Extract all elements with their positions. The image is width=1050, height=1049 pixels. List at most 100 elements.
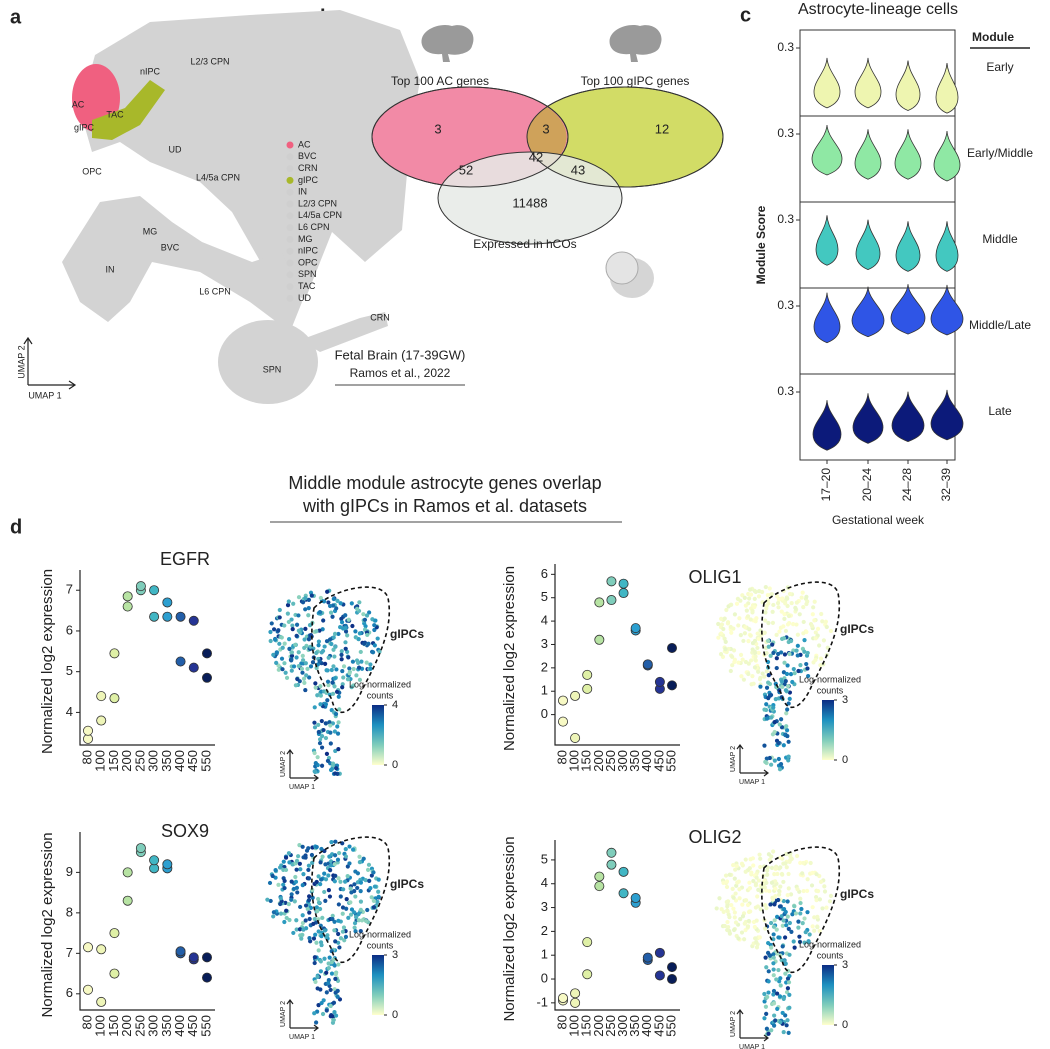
inset-cell: [372, 643, 377, 648]
inset-cell: [780, 1010, 785, 1016]
inset-cell: [785, 596, 790, 601]
venn-outline: [371, 86, 569, 188]
inset-cell: [310, 860, 315, 865]
inset-cell: [322, 928, 327, 933]
umap-cluster: [156, 230, 168, 242]
inset-cell: [812, 618, 817, 623]
inset-cell: [738, 652, 744, 657]
inset-cell: [827, 899, 833, 904]
inset-cell: [355, 885, 360, 891]
inset-cell: [766, 1031, 771, 1036]
inset-cell: [784, 851, 789, 857]
inset-cell: [802, 649, 807, 654]
inset-cell: [810, 905, 815, 910]
inset-cell: [299, 666, 305, 671]
inset-cell: [742, 595, 747, 600]
inset-cell: [760, 671, 765, 676]
inset-cell: [717, 896, 722, 901]
data-point: [201, 952, 212, 963]
inset-cell: [776, 967, 781, 973]
inset-cell: [286, 901, 291, 907]
inset-cell: [314, 1020, 319, 1025]
inset-cell: [283, 855, 289, 860]
inset-cell: [786, 1030, 791, 1035]
inset-cell: [316, 948, 321, 953]
inset-cell: [769, 920, 774, 926]
data-point: [122, 867, 133, 878]
inset-cell: [306, 863, 311, 868]
inset-cell: [785, 986, 791, 991]
inset-cell: [324, 970, 329, 975]
inset-cell: [294, 633, 299, 638]
inset-cell: [336, 631, 341, 637]
inset-cell: [327, 894, 333, 899]
inset-cell: [801, 619, 806, 625]
inset-cell: [801, 888, 806, 894]
inset-cell: [329, 667, 334, 673]
inset-cell: [280, 645, 285, 650]
inset-cell: [751, 681, 756, 686]
x-tick-label: 100: [567, 750, 582, 772]
x-tick-label: 80: [79, 750, 94, 764]
inset-cell: [307, 894, 312, 899]
inset-cell: [774, 977, 779, 982]
inset-cell: [769, 880, 775, 885]
inset-cell: [296, 628, 301, 633]
data-point: [582, 969, 593, 980]
inset-cell: [773, 866, 779, 871]
inset-cell: [299, 936, 304, 941]
inset-cell: [336, 694, 341, 699]
colorbar-tick-label: 0: [842, 754, 848, 766]
legend-label: gIPC: [298, 175, 319, 185]
inset-cell: [823, 619, 828, 624]
inset-cell: [786, 758, 791, 763]
inset-cell: [810, 924, 815, 929]
y-tick-label: 0: [541, 706, 548, 721]
inset-cell: [343, 934, 349, 939]
inset-cell: [312, 916, 317, 922]
inset-cell: [327, 692, 332, 697]
inset-cell: [741, 677, 747, 682]
inset-cell: [770, 620, 776, 625]
inset-cell: [779, 871, 785, 877]
region-label: gIPCs: [840, 887, 874, 901]
inset-cell: [282, 919, 287, 925]
inset-cell: [338, 879, 343, 884]
inset-cell: [315, 909, 320, 914]
inset-cell: [763, 955, 768, 960]
inset-cell: [767, 586, 772, 591]
inset-cell: [369, 873, 374, 878]
inset-cell: [315, 986, 320, 991]
inset-cell: [748, 909, 753, 914]
inset-cell: [748, 592, 754, 597]
x-tick-label: 300: [146, 750, 161, 772]
inset-cell: [764, 906, 769, 911]
inset-cell: [316, 643, 321, 648]
venn-count: 42: [529, 149, 543, 164]
inset-cell: [290, 623, 295, 628]
inset-cell: [798, 900, 803, 906]
inset-cell: [771, 932, 776, 937]
inset-cell: [316, 900, 322, 905]
inset-cell: [316, 729, 321, 735]
inset-cell: [333, 644, 338, 649]
inset-cell: [303, 661, 308, 666]
inset-cell: [804, 594, 809, 599]
inset-cell: [754, 939, 759, 945]
y-tick-label: 6: [541, 566, 548, 581]
inset-cell: [330, 614, 335, 619]
inset-cell: [372, 627, 377, 633]
inset-cell: [322, 956, 327, 961]
inset-cell: [803, 930, 808, 935]
x-tick-label: 150: [579, 750, 594, 772]
inset-cell: [758, 864, 763, 870]
inset-cell: [781, 918, 786, 923]
panel-title: Middle module astrocyte genes overlap: [288, 473, 601, 493]
inset-cell: [776, 597, 782, 602]
inset-cell: [791, 648, 796, 653]
inset-cell: [787, 859, 792, 864]
inset-cell: [335, 724, 340, 729]
inset-cell: [300, 600, 306, 605]
inset-cell: [318, 969, 323, 974]
inset-cell: [779, 679, 785, 684]
